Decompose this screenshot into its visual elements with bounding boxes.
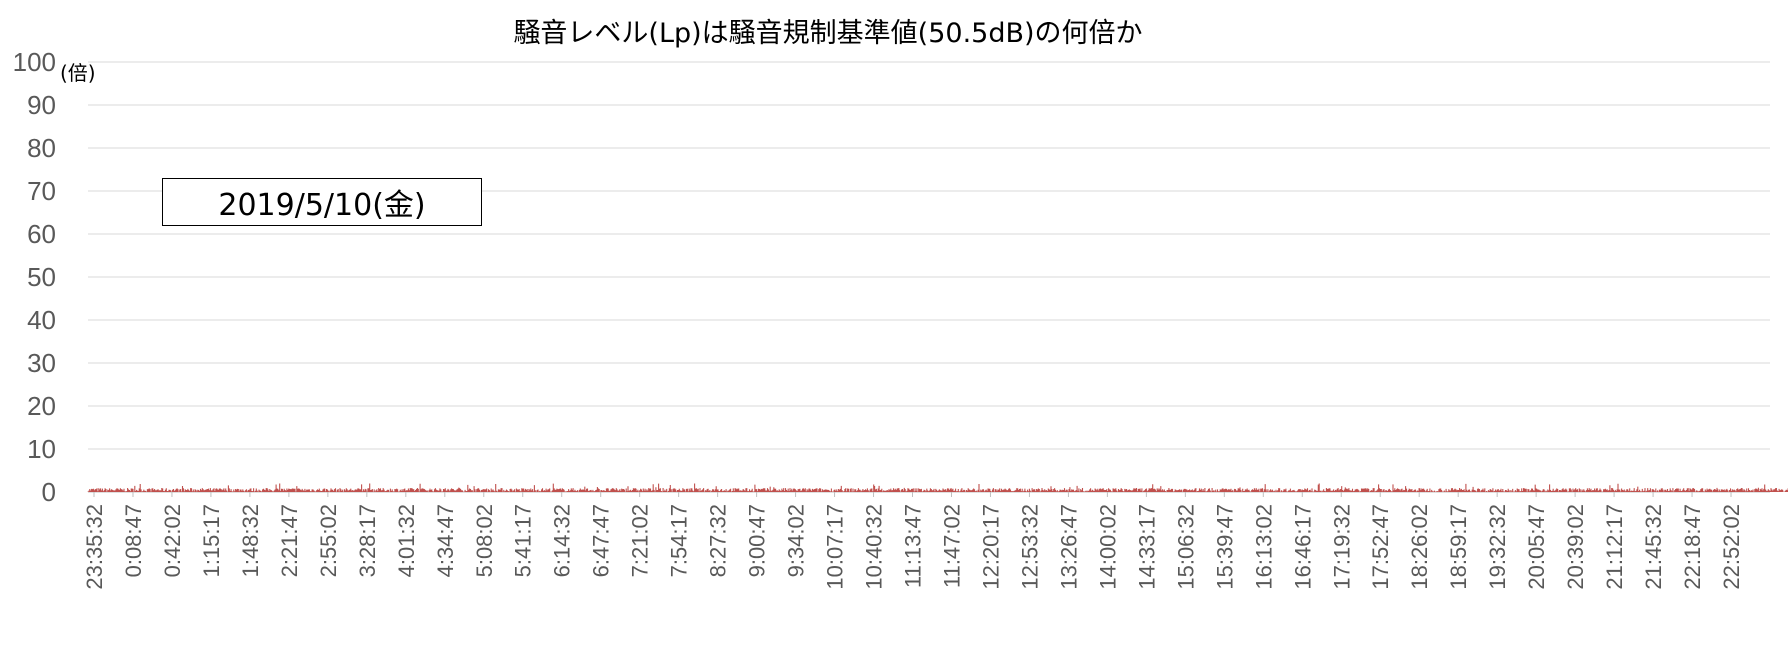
background-bars xyxy=(87,483,1788,492)
y-tick-label: 20 xyxy=(27,391,56,421)
x-tick-label: 1:15:17 xyxy=(199,504,224,577)
y-tick-label: 50 xyxy=(27,262,56,292)
x-tick-label: 20:39:02 xyxy=(1563,504,1588,590)
x-tick-label: 7:54:17 xyxy=(667,504,692,577)
x-tick-label: 8:27:32 xyxy=(706,504,731,577)
y-tick-label: 70 xyxy=(27,176,56,206)
y-unit-label: (倍) xyxy=(60,61,96,85)
x-tick-label: 2:21:47 xyxy=(277,504,302,577)
x-tick-label: 4:01:32 xyxy=(394,504,419,577)
x-tick-label: 15:06:32 xyxy=(1173,504,1198,590)
x-tick-label: 21:45:32 xyxy=(1641,504,1666,590)
x-tick-label: 11:47:02 xyxy=(939,504,964,588)
x-tick-label: 5:41:17 xyxy=(511,504,536,577)
y-tick-label: 40 xyxy=(27,305,56,335)
y-tick-label: 100 xyxy=(13,47,56,77)
y-tick-label: 30 xyxy=(27,348,56,378)
x-tick-label: 14:00:02 xyxy=(1095,504,1120,590)
x-tick-label: 14:33:17 xyxy=(1134,504,1159,590)
x-tick-label: 10:40:32 xyxy=(862,504,887,590)
x-tick-label: 13:26:47 xyxy=(1056,504,1081,590)
x-tick-label: 9:00:47 xyxy=(745,504,770,577)
x-tick-label: 18:59:17 xyxy=(1446,504,1471,590)
x-tick-label: 11:13:47 xyxy=(901,504,926,588)
x-tick-label: 19:32:32 xyxy=(1485,504,1510,590)
y-tick-label: 60 xyxy=(27,219,56,249)
x-tick-label: 7:21:02 xyxy=(628,504,653,577)
x-tick-label: 10:07:17 xyxy=(823,504,848,590)
x-tick-label: 16:46:17 xyxy=(1290,504,1315,590)
x-tick-label: 3:28:17 xyxy=(355,504,380,577)
x-tick-label: 15:39:47 xyxy=(1212,504,1237,590)
y-tick-label: 0 xyxy=(42,477,56,507)
x-tick-label: 4:34:47 xyxy=(433,504,458,577)
x-tick-label: 5:08:02 xyxy=(472,504,497,577)
x-tick-label: 18:26:02 xyxy=(1407,504,1432,590)
date-annotation: 2019/5/10(金) xyxy=(162,178,482,226)
y-axis: 0 10 20 30 40 50 60 70 80 90 100 xyxy=(13,47,56,507)
x-tick-label: 6:14:32 xyxy=(550,504,575,577)
x-tick-label: 23:35:32 xyxy=(82,504,107,590)
gridlines xyxy=(88,61,1770,493)
x-tick-label: 9:34:02 xyxy=(784,504,809,577)
x-tick-label: 17:52:47 xyxy=(1368,504,1393,590)
x-tick-label: 20:05:47 xyxy=(1524,504,1549,590)
x-tick-label: 12:53:32 xyxy=(1017,504,1042,590)
x-tick-label: 0:42:02 xyxy=(160,504,185,577)
x-tick-label: 21:12:17 xyxy=(1602,504,1627,590)
chart-title: 騒音レベル(Lp)は騒音規制基準値(50.5dB)の何倍か xyxy=(513,18,1142,49)
x-tick-label: 2:55:02 xyxy=(316,504,341,577)
y-tick-label: 10 xyxy=(27,434,56,464)
x-tick-label: 1:48:32 xyxy=(238,504,263,577)
x-tick-label: 22:18:47 xyxy=(1680,504,1705,590)
x-axis: 23:35:32 0:08:47 0:42:02 1:15:17 1:48:32 2:21… xyxy=(82,492,1744,590)
y-tick-label: 80 xyxy=(27,133,56,163)
x-tick-label: 22:52:02 xyxy=(1719,504,1744,590)
x-tick-label: 16:13:02 xyxy=(1251,504,1276,590)
x-tick-label: 0:08:47 xyxy=(121,504,146,577)
x-tick-label: 17:19:32 xyxy=(1329,504,1354,590)
x-tick-label: 6:47:47 xyxy=(589,504,614,577)
x-tick-label: 12:20:17 xyxy=(978,504,1003,590)
data-series xyxy=(87,483,1788,492)
y-tick-label: 90 xyxy=(27,90,56,120)
